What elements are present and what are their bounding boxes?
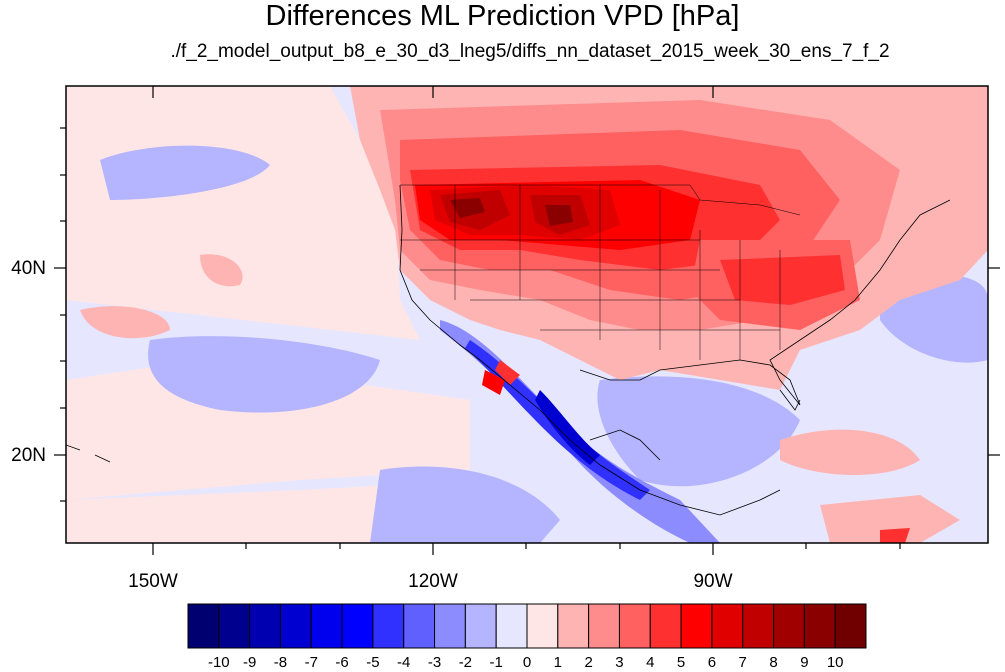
colorbar-swatch bbox=[403, 603, 436, 649]
colorbar-label: -10 bbox=[207, 654, 230, 671]
colorbar-label: 4 bbox=[646, 654, 655, 671]
colorbar-swatch bbox=[680, 603, 713, 649]
coastlines bbox=[66, 184, 951, 516]
colorbar-swatch bbox=[434, 603, 466, 649]
colorbar-label: -2 bbox=[458, 654, 473, 671]
vpd-difference-field bbox=[66, 86, 988, 543]
lon-label-120w: 120W bbox=[408, 571, 458, 592]
colorbar-swatch bbox=[372, 603, 405, 649]
colorbar-swatch bbox=[588, 603, 620, 649]
colorbar-swatch bbox=[649, 603, 682, 649]
colorbar-swatch bbox=[464, 603, 497, 649]
colorbar-label: 3 bbox=[615, 654, 624, 671]
colorbar-label: -3 bbox=[427, 654, 442, 671]
colorbar-label: 1 bbox=[553, 654, 562, 671]
colorbar-label: 8 bbox=[769, 654, 778, 671]
map-title: Differences ML Prediction VPD [hPa] bbox=[265, 0, 740, 32]
colorbar-label: 2 bbox=[584, 654, 593, 671]
colorbar-label: 0 bbox=[522, 654, 532, 671]
colorbar-label: 5 bbox=[676, 654, 686, 671]
colorbar-swatch bbox=[310, 603, 343, 649]
colorbar-swatch bbox=[711, 603, 744, 649]
colorbar-label: 7 bbox=[738, 654, 747, 671]
colorbar-label: -1 bbox=[489, 654, 503, 671]
colorbar-label: 6 bbox=[707, 654, 717, 671]
lon-label-90w: 90W bbox=[693, 571, 733, 592]
colorbar-label: 9 bbox=[800, 654, 809, 671]
colorbar-swatch bbox=[495, 603, 528, 649]
lon-label-150w: 150W bbox=[128, 571, 178, 592]
colorbar-swatch bbox=[249, 603, 281, 649]
colorbar-swatch bbox=[526, 603, 559, 649]
colorbar-label: -7 bbox=[304, 654, 318, 671]
axis-ticks bbox=[54, 86, 1000, 555]
colorbar-swatch bbox=[773, 603, 805, 649]
lat-label-20n: 20N bbox=[11, 445, 46, 466]
colorbar-swatch bbox=[618, 603, 651, 649]
colorbar-swatch bbox=[187, 603, 220, 649]
colorbar-label: -4 bbox=[397, 654, 411, 671]
map-subtitle: ./f_2_model_output_b8_e_30_d3_lneg5/diff… bbox=[170, 41, 890, 62]
colorbar-swatch bbox=[557, 603, 590, 649]
colorbar-swatch bbox=[803, 603, 836, 649]
colorbar-swatch bbox=[834, 603, 867, 649]
lat-label-40n: 40N bbox=[11, 258, 46, 279]
colorbar-label: -9 bbox=[242, 654, 257, 671]
colorbar-swatch bbox=[279, 603, 312, 649]
colorbar-swatch bbox=[218, 603, 251, 649]
colorbar-swatch bbox=[742, 603, 775, 649]
colorbar-label: -6 bbox=[335, 654, 349, 671]
colorbar-swatch bbox=[341, 603, 374, 649]
state-borders bbox=[400, 184, 801, 360]
colorbar-label: -5 bbox=[366, 654, 380, 671]
colorbar-label: 10 bbox=[826, 654, 844, 671]
colorbar-label: -8 bbox=[273, 654, 288, 671]
